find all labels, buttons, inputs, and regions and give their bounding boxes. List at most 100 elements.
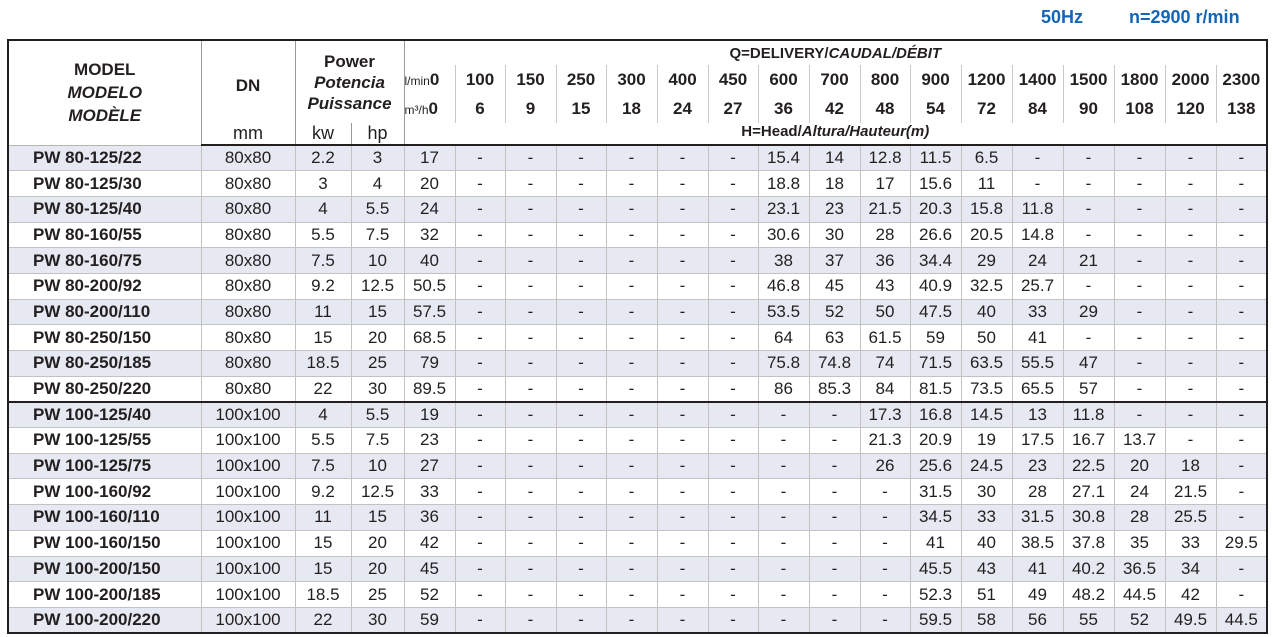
head-cell: - [1215,272,1268,300]
head-cell: - [605,400,658,429]
head-cell: - [1215,375,1268,403]
head-cell: - [454,324,506,351]
head-cell: - [1215,221,1268,249]
head-cell: - [555,478,607,506]
head-cell: 49.5 [1164,606,1217,634]
head-cell: - [757,478,810,506]
head-cell: - [656,350,709,377]
hp-cell: 7.5 [350,221,405,249]
head-cell: - [605,555,658,583]
head-cell: - [656,298,709,326]
head-cell: - [656,555,709,583]
flow-m3h-row: m³/h0 6 9 15 18 24 27 36 42 48 54 72 84 90 108 120 138 [8,94,1268,123]
head-cell: - [1164,272,1217,300]
lmin-value: 1200 [960,65,1013,94]
head-cell: 79 [403,350,456,377]
head-cell: - [859,529,911,557]
table-row: PW 100-160/110 100x100 11 15 36- - - - - - - - -34.5… [7,504,1268,531]
head-cell: - [504,350,557,377]
head-cell: - [1164,170,1217,197]
head-cell: 40.9 [909,272,962,300]
head-cell: - [555,144,607,172]
lmin-value: 150 [504,65,557,94]
head-cell: - [605,272,658,300]
head-cell: - [605,581,658,608]
dn-cell: 100x100 [200,606,296,634]
head-cell: 52 [403,581,456,608]
head-cell: - [707,272,759,300]
head-cell: - [808,400,861,429]
head-cell: 24 [403,195,456,223]
head-cell: - [1062,144,1115,172]
kw-cell: 18.5 [294,581,352,608]
model-cell: PW 80-125/30 [7,170,202,197]
head-cell: 50 [859,298,911,326]
head-cell: 59.5 [909,606,962,634]
head-cell: - [555,504,607,531]
dn-cell: 100x100 [200,504,296,531]
hp-cell: 3 [350,144,405,172]
table-row: PW 100-160/150 100x100 15 20 42- - - - - - - - -41 40… [7,529,1268,557]
head-cell: 63 [808,324,861,351]
head-cell: - [1062,170,1115,197]
head-cell: - [707,375,759,403]
kw-cell: 15 [294,529,352,557]
head-cell: 86 [757,375,810,403]
kw-cell: 15 [294,555,352,583]
head-cell: - [1113,272,1166,300]
head-cell: - [555,247,607,274]
head-cell: 26.6 [909,221,962,249]
head-cell: - [504,504,557,531]
head-cell: - [859,504,911,531]
head-cell: 31.5 [909,478,962,506]
head-cell: - [656,581,709,608]
kw-cell: 5.5 [294,427,352,454]
head-cell: - [1164,298,1217,326]
head-cell: 34.4 [909,247,962,274]
head-cell: 25.5 [1164,504,1217,531]
head-cell: - [504,221,557,249]
head-cell: - [1164,427,1217,454]
head-cell: - [1113,350,1166,377]
table-row: PW 80-160/75 80x80 7.5 10 40- - - - - -38 37 36 34.4… [7,247,1268,274]
model-cell: PW 100-160/110 [7,504,202,531]
model-header-es: MODELO [67,83,143,103]
kw-cell: 5.5 [294,221,352,249]
model-cell: PW 100-160/150 [7,529,202,557]
head-cell: - [1215,581,1268,608]
head-cell: - [1113,247,1166,274]
head-cell: - [454,400,506,429]
head-cell: - [1113,375,1166,403]
head-cell: - [454,452,506,480]
lmin-value: 1400 [1011,65,1064,94]
head-cell: 63.5 [960,350,1013,377]
head-cell: - [454,529,506,557]
head-cell: 74.8 [808,350,861,377]
hp-cell: 15 [350,504,405,531]
dn-cell: 100x100 [200,478,296,506]
head-cell: - [1164,324,1217,351]
kw-cell: 7.5 [294,452,352,480]
head-cell: 43 [960,555,1013,583]
table-row: PW 100-125/75 100x100 7.5 10 27- - - - - - - -26 25.… [7,452,1268,480]
model-cell: PW 80-250/185 [7,350,202,377]
kw-cell: 22 [294,375,352,403]
head-cell: - [1011,144,1064,172]
head-cell: - [808,529,861,557]
model-cell: PW 80-250/220 [7,375,202,403]
dn-cell: 80x80 [200,375,296,403]
head-cell: 23 [1011,452,1064,480]
head-cell: - [605,221,658,249]
model-header-fr: MODÈLE [68,106,142,126]
dn-cell: 100x100 [200,581,296,608]
head-cell: - [1215,298,1268,326]
hp-cell: 5.5 [350,195,405,223]
head-cell: 55 [1062,606,1115,634]
head-cell: 40.2 [1062,555,1115,583]
hp-cell: 20 [350,324,405,351]
head-cell: - [707,427,759,454]
head-cell: - [454,221,506,249]
head-cell: 34 [1164,555,1217,583]
head-cell: - [859,555,911,583]
dn-cell: 80x80 [200,221,296,249]
